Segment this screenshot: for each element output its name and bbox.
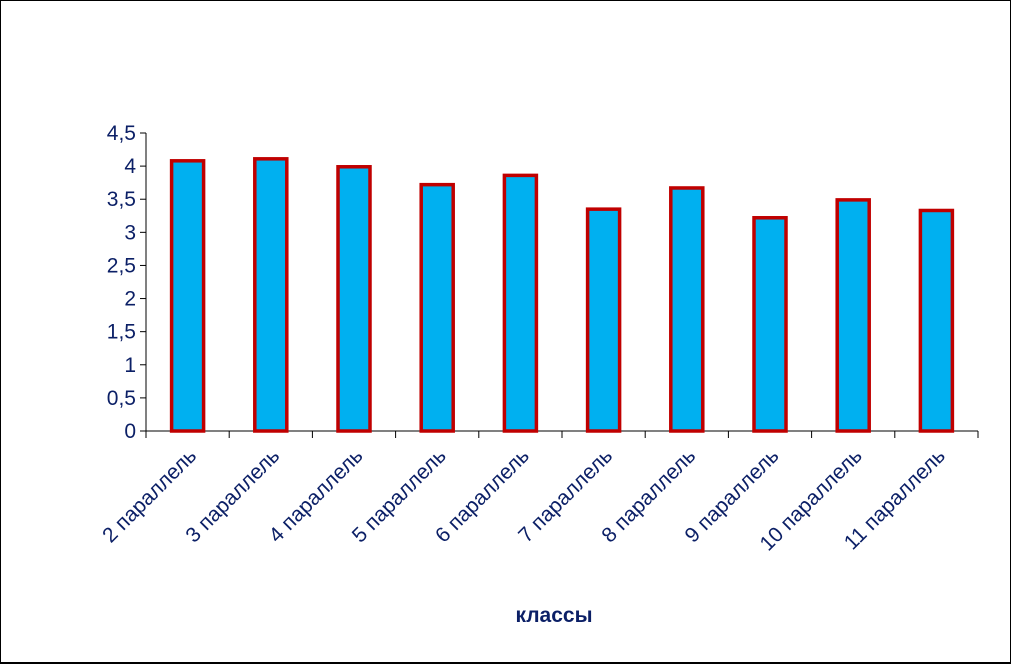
y-tick-label: 2 (124, 288, 136, 311)
chart-bars (169, 157, 955, 433)
bar (419, 182, 455, 433)
y-tick-label: 0,5 (107, 387, 136, 410)
y-tick-label: 2,5 (107, 254, 136, 277)
y-tick-label: 1,5 (107, 321, 136, 344)
bar (336, 165, 372, 433)
bar (918, 208, 955, 433)
y-tick-label: 1 (124, 354, 136, 377)
bar (669, 186, 705, 433)
bar (752, 216, 788, 433)
y-tick-label: 0 (124, 420, 136, 443)
y-tick-label: 3 (124, 221, 136, 244)
y-tick-label: 4,5 (107, 122, 136, 145)
bar (585, 207, 622, 433)
bar (835, 198, 871, 433)
y-tick-label: 4 (124, 155, 136, 178)
bar (502, 173, 539, 433)
y-tick-labels: 0 0,5 1 1,5 2 2,5 3 3,5 4 4,5 (107, 122, 137, 443)
bar (253, 157, 289, 433)
y-tick-label: 3,5 (107, 188, 136, 211)
x-axis-title: классы (515, 604, 592, 627)
bar (169, 159, 206, 433)
